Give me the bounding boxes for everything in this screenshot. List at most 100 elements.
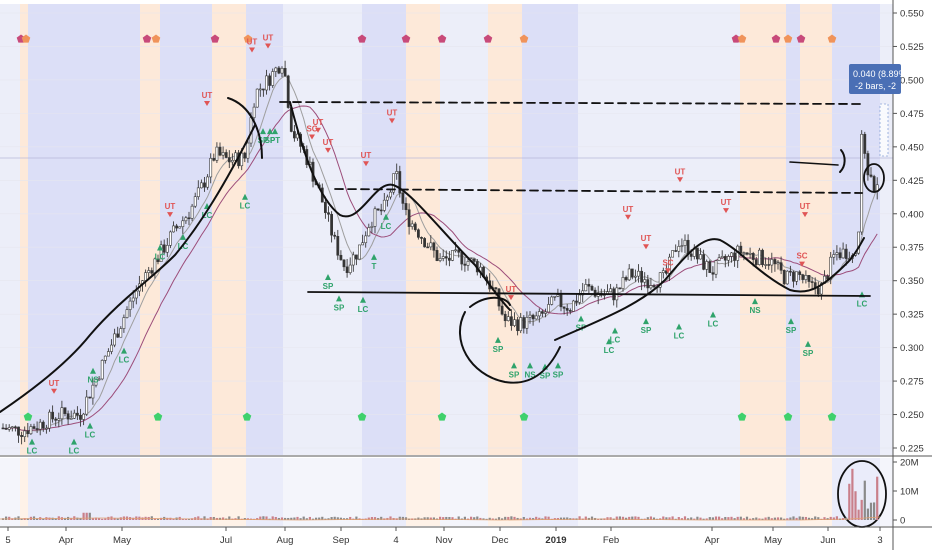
candle[interactable] (575, 293, 578, 306)
candle[interactable] (503, 310, 507, 328)
candle[interactable] (519, 312, 523, 334)
candle[interactable] (451, 250, 454, 262)
candle[interactable] (354, 254, 358, 266)
resistance-line-upper[interactable] (279, 101, 861, 105)
candle[interactable] (382, 193, 386, 213)
candle[interactable] (361, 234, 365, 246)
candle[interactable] (206, 174, 210, 190)
candle[interactable] (91, 378, 95, 405)
candle[interactable] (57, 412, 61, 428)
candle[interactable] (432, 241, 436, 258)
candle[interactable] (48, 409, 51, 432)
candle[interactable] (872, 174, 876, 193)
candle[interactable] (122, 314, 126, 333)
candle[interactable] (506, 311, 510, 322)
candle[interactable] (175, 223, 179, 232)
candle[interactable] (801, 273, 805, 284)
user-drawings[interactable] (0, 97, 889, 528)
candle[interactable] (547, 296, 551, 313)
candle[interactable] (156, 254, 160, 265)
candle[interactable] (528, 311, 532, 324)
candle[interactable] (277, 65, 281, 75)
candle[interactable] (463, 257, 467, 272)
candle[interactable] (429, 235, 433, 251)
candle[interactable] (621, 270, 625, 292)
candle[interactable] (1, 423, 5, 430)
candle[interactable] (193, 192, 197, 209)
candle[interactable] (472, 258, 476, 264)
candle[interactable] (17, 426, 20, 443)
candle[interactable] (404, 197, 408, 216)
candle[interactable] (646, 274, 650, 295)
candle[interactable] (835, 245, 839, 261)
candle[interactable] (754, 256, 758, 266)
candle[interactable] (652, 283, 656, 289)
candle[interactable] (103, 355, 107, 364)
candle[interactable] (516, 316, 520, 336)
candle[interactable] (544, 308, 547, 318)
candle[interactable] (107, 348, 110, 357)
circle-highlight[interactable] (863, 163, 885, 193)
candle[interactable] (227, 150, 231, 169)
candle[interactable] (708, 259, 712, 273)
candle[interactable] (677, 240, 681, 258)
rounding-bottom-top[interactable] (469, 296, 511, 308)
recovery-curve[interactable] (554, 237, 865, 341)
candle[interactable] (178, 226, 182, 229)
candle[interactable] (215, 142, 219, 164)
candle[interactable] (119, 326, 123, 338)
candle[interactable] (565, 304, 569, 316)
candle[interactable] (423, 237, 427, 248)
candle[interactable] (435, 246, 439, 262)
candle[interactable] (165, 238, 169, 258)
price-range-measure-box[interactable] (879, 103, 889, 157)
candle[interactable] (661, 267, 665, 279)
candle[interactable] (286, 74, 290, 109)
candle[interactable] (590, 284, 594, 291)
candle[interactable] (711, 266, 715, 281)
candle[interactable] (767, 256, 771, 270)
candle[interactable] (438, 253, 442, 263)
candle[interactable] (252, 103, 256, 122)
candle[interactable] (88, 396, 92, 399)
candle[interactable] (444, 250, 448, 266)
price-candles[interactable] (1, 60, 879, 445)
candle[interactable] (38, 418, 42, 436)
decline-curve[interactable] (289, 101, 511, 311)
candle[interactable] (76, 406, 79, 420)
candle[interactable] (776, 260, 780, 270)
candle[interactable] (562, 306, 566, 315)
candle[interactable] (757, 247, 761, 266)
candle[interactable] (358, 244, 361, 260)
candle[interactable] (265, 69, 268, 95)
candle[interactable] (243, 151, 247, 163)
candle[interactable] (116, 326, 120, 338)
candle[interactable] (795, 271, 799, 286)
candle[interactable] (85, 390, 89, 416)
candle[interactable] (705, 259, 709, 277)
candle[interactable] (351, 251, 355, 272)
candle[interactable] (578, 289, 582, 305)
candle[interactable] (10, 426, 14, 432)
candle[interactable] (804, 270, 808, 284)
candle[interactable] (159, 240, 163, 262)
annotation-dash-line[interactable] (789, 161, 839, 166)
candle[interactable] (94, 378, 98, 388)
rounding-bottom[interactable] (459, 311, 561, 384)
candle[interactable] (323, 196, 327, 219)
candle[interactable] (376, 208, 380, 211)
candle[interactable] (633, 269, 637, 282)
candle[interactable] (82, 412, 86, 426)
candle[interactable] (869, 167, 873, 178)
candle[interactable] (162, 239, 166, 255)
candle[interactable] (367, 223, 371, 237)
candle[interactable] (407, 203, 411, 235)
candle[interactable] (695, 247, 699, 264)
candle[interactable] (723, 254, 727, 268)
candle[interactable] (385, 194, 389, 207)
candle[interactable] (844, 244, 848, 266)
candle[interactable] (674, 244, 678, 253)
candle[interactable] (44, 424, 48, 434)
candle[interactable] (72, 409, 76, 420)
candle[interactable] (413, 221, 417, 232)
